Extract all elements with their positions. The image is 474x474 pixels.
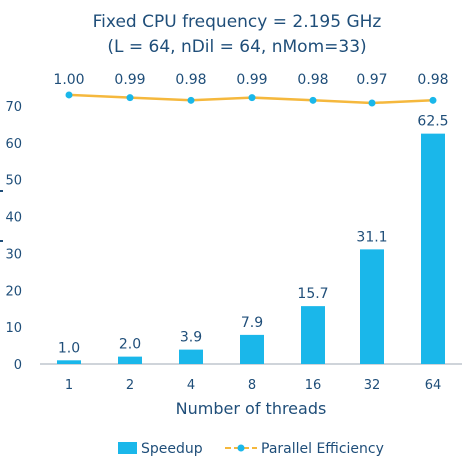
x-tick-label: 16 bbox=[305, 378, 322, 393]
y-tick-label: 70 bbox=[5, 100, 22, 115]
y-tick-label: 40 bbox=[5, 211, 22, 226]
bar-speedup-16 bbox=[301, 306, 325, 364]
bar-value-label: 15.7 bbox=[297, 286, 328, 302]
efficiency-value-label: 0.98 bbox=[175, 72, 206, 88]
efficiency-point bbox=[368, 99, 376, 107]
bar-value-label: 2.0 bbox=[119, 337, 141, 353]
efficiency-value-label: 0.97 bbox=[356, 72, 387, 88]
efficiency-point bbox=[126, 94, 134, 102]
axis-mark bbox=[0, 240, 3, 242]
bar-speedup-2 bbox=[118, 356, 142, 364]
efficiency-value-label: 0.98 bbox=[417, 72, 448, 88]
y-tick-label: 10 bbox=[5, 321, 22, 336]
bar-value-label: 31.1 bbox=[356, 229, 387, 245]
bar-speedup-8 bbox=[240, 334, 264, 364]
axis-mark bbox=[0, 190, 3, 192]
y-tick-label: 20 bbox=[5, 284, 22, 299]
x-axis-title: Number of threads bbox=[176, 399, 327, 418]
legend-swatch-speedup bbox=[118, 442, 137, 454]
y-tick-label: 50 bbox=[5, 174, 22, 189]
x-tick-label: 32 bbox=[364, 378, 381, 393]
efficiency-value-label: 0.99 bbox=[236, 72, 267, 88]
efficiency-value-label: 0.98 bbox=[297, 72, 328, 88]
efficiency-value-label: 1.00 bbox=[53, 72, 84, 88]
x-tick-label: 8 bbox=[248, 378, 256, 393]
efficiency-point bbox=[187, 96, 195, 104]
bar-speedup-1 bbox=[57, 360, 81, 364]
efficiency-value-label: 0.99 bbox=[114, 72, 145, 88]
chart-title: Fixed CPU frequency = 2.195 GHz bbox=[92, 12, 382, 32]
efficiency-point bbox=[429, 96, 437, 104]
x-tick-label: 4 bbox=[187, 378, 195, 393]
efficiency-point bbox=[65, 91, 73, 99]
legend-label-efficiency: Parallel Efficiency bbox=[261, 441, 384, 457]
chart-subtitle: (L = 64, nDil = 64, nMom=33) bbox=[107, 37, 367, 57]
y-tick-label: 60 bbox=[5, 137, 22, 152]
legend-marker-efficiency bbox=[237, 444, 245, 452]
y-tick-label: 0 bbox=[14, 358, 22, 373]
bar-value-label: 62.5 bbox=[417, 114, 448, 130]
x-tick-label: 1 bbox=[65, 378, 73, 393]
bar-speedup-4 bbox=[179, 349, 203, 364]
x-tick-label: 64 bbox=[425, 378, 442, 393]
efficiency-point bbox=[309, 96, 317, 104]
bar-value-label: 3.9 bbox=[180, 330, 202, 346]
bar-value-label: 1.0 bbox=[58, 340, 80, 356]
legend-label-speedup: Speedup bbox=[141, 441, 203, 457]
bar-speedup-32 bbox=[360, 249, 384, 364]
x-tick-label: 2 bbox=[126, 378, 134, 393]
efficiency-point bbox=[248, 94, 256, 102]
bar-speedup-64 bbox=[421, 133, 445, 364]
bar-value-label: 7.9 bbox=[241, 315, 263, 331]
y-tick-label: 30 bbox=[5, 247, 22, 262]
